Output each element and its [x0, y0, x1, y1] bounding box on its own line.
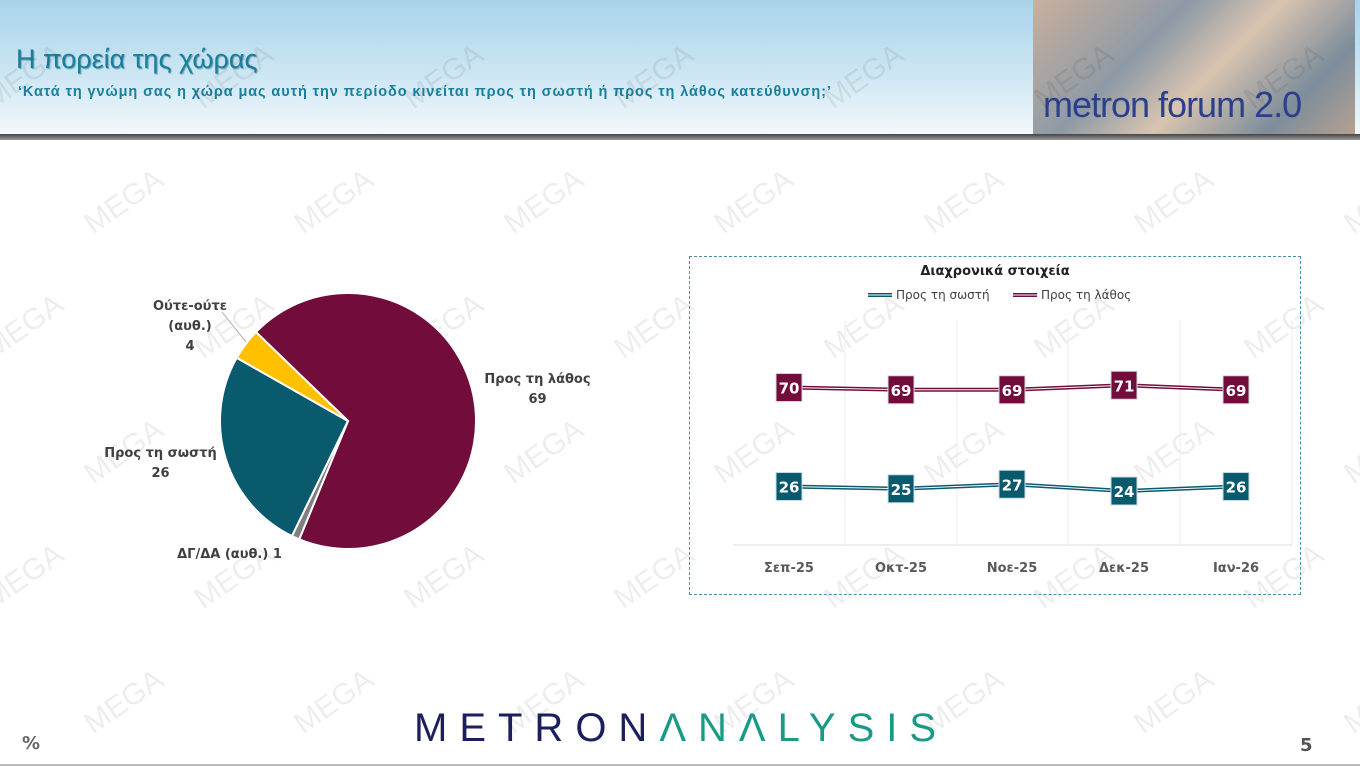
data-marker: [1222, 472, 1250, 501]
footer-divider: [0, 764, 1360, 766]
x-tick-label: Ιαν-26: [1213, 561, 1259, 576]
data-marker: [1222, 375, 1250, 405]
data-label: 70: [779, 380, 800, 398]
data-marker: [775, 373, 803, 402]
logo-part-metron: METRON: [414, 706, 660, 750]
line-chart-frame: [689, 256, 1301, 595]
pie-label-right: Προς τη σωστή 26: [98, 444, 223, 484]
neither-leader-line: [221, 311, 247, 343]
data-marker: [1110, 370, 1138, 400]
data-label: 69: [891, 382, 912, 400]
data-label: 69: [1226, 382, 1247, 400]
legend-label: Προς τη σωστή: [896, 288, 990, 302]
x-tick-label: Δεκ-25: [1099, 561, 1149, 576]
pie-label-neither-qualifier: (αυθ.): [168, 319, 212, 334]
pie-label-neither-value: 4: [185, 339, 195, 354]
pie-slice-3: [235, 330, 349, 422]
logo-text: metron forum 2.0: [1043, 84, 1302, 125]
line-chart-title: Διαχρονικά στοιχεία: [920, 264, 1069, 279]
pie-label-wrong-value: 69: [528, 392, 547, 407]
pie-label-wrong: Προς τη λάθος 69: [475, 370, 600, 410]
pie-label-wrong-name: Προς τη λάθος: [484, 372, 591, 387]
data-marker: [887, 375, 915, 405]
unit-label: %: [22, 733, 41, 754]
legend-label: Προς τη λάθος: [1041, 288, 1131, 302]
x-tick-label: Νοε-25: [987, 561, 1038, 576]
pie-label-right-name: Προς τη σωστή: [104, 446, 217, 461]
page-title: Η πορεία της χώρας: [16, 44, 258, 74]
page-number: 5: [1300, 735, 1313, 756]
pie-label-right-value: 26: [151, 466, 170, 481]
pie-label-neither-name: Ούτε-ούτε: [152, 299, 227, 314]
data-label: 26: [779, 479, 800, 497]
data-label: 24: [1114, 483, 1135, 501]
data-marker: [887, 474, 915, 504]
x-tick-label: Οκτ-25: [875, 561, 927, 576]
data-label: 71: [1114, 377, 1135, 395]
data-marker: [998, 375, 1026, 405]
pie-slice-0: [254, 292, 477, 550]
data-marker: [1110, 476, 1138, 506]
data-marker: [775, 472, 803, 501]
metron-analysis-logo: METRONΛNΛLYSIS: [414, 706, 948, 751]
data-label: 69: [1002, 382, 1023, 400]
header-divider: [0, 134, 1360, 140]
logo-part-analysis: ΛNΛLYSIS: [659, 706, 949, 750]
data-marker: [998, 469, 1026, 499]
data-label: 26: [1226, 479, 1247, 497]
pie-slice-2: [219, 356, 350, 538]
x-tick-label: Σεπ-25: [764, 561, 814, 576]
data-label: 25: [891, 481, 912, 499]
data-label: 27: [1002, 476, 1023, 494]
page-subtitle: ‘Κατά τη γνώμη σας η χώρα μας αυτή την π…: [18, 84, 832, 100]
metron-forum-logo: metron forum 2.0: [1033, 0, 1355, 134]
pie-label-dk: ΔΓ/ΔΑ (αυθ.) 1: [177, 547, 282, 562]
pie-label-neither: Ούτε-ούτε (αυθ.) 4: [145, 297, 235, 357]
